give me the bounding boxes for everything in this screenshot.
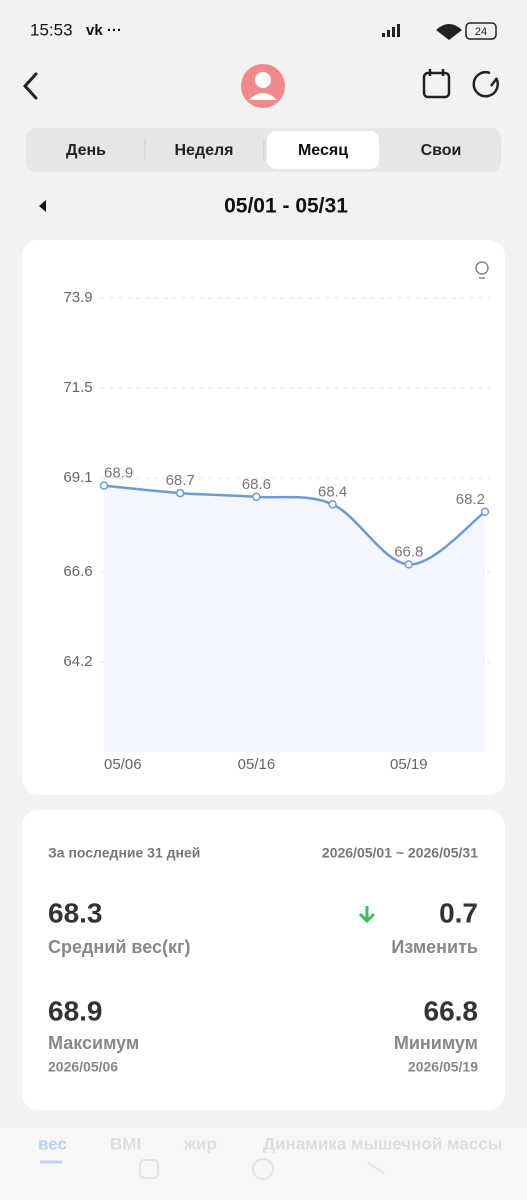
data-label: 68.4 [318, 483, 347, 500]
point [252, 492, 261, 502]
prev-period[interactable] [39, 200, 46, 212]
bottom-tab[interactable]: жир [183, 1134, 217, 1153]
status-signal [382, 24, 462, 40]
max-value: 68.9 [48, 995, 103, 1026]
average-value: 68.3 [48, 897, 103, 928]
tab[interactable]: День [66, 142, 106, 159]
point [480, 507, 490, 517]
data-label: 68.7 [166, 472, 195, 489]
data-label: 68.9 [104, 465, 133, 482]
data-label: 66.8 [394, 543, 423, 560]
battery [465, 22, 497, 40]
summary-card [22, 810, 505, 1110]
battery-level: 24 [475, 26, 487, 38]
y-tick-label: 71.5 [63, 379, 92, 396]
point [328, 500, 337, 509]
back-button[interactable] [22, 72, 38, 100]
change-value: 0.7 [439, 897, 478, 928]
avatar-face [255, 72, 271, 88]
average-label: Средний вес(кг) [48, 937, 191, 957]
min-label: Минимум [394, 1033, 478, 1053]
status-icons: ᴠk ··· [86, 22, 122, 39]
bottom-bar [0, 1128, 527, 1200]
date-range: 05/01 - 05/31 [224, 195, 348, 218]
period-label: За последние 31 дней [48, 845, 200, 861]
x-tick-label: 05/16 [238, 756, 276, 773]
calendar-button[interactable] [422, 69, 451, 99]
plot: 73.9 71.5 69.1 66.6 64.2 05/06 05/16 05/19 68.9 6… [63, 289, 490, 773]
y-tick-label: 73.9 [63, 289, 92, 306]
data-label: 68.6 [242, 476, 271, 493]
change-arrow [358, 906, 376, 924]
bottom-tab[interactable]: BMI [110, 1134, 141, 1153]
min-value: 66.8 [424, 995, 479, 1026]
max-date: 2026/05/06 [48, 1059, 118, 1075]
point [175, 488, 185, 498]
bottom-tab[interactable]: Динамика мышечной массы [263, 1134, 502, 1153]
refresh-button[interactable] [472, 71, 499, 98]
nav-back[interactable] [367, 1162, 385, 1174]
tab[interactable]: Свои [421, 142, 462, 159]
data-label: 68.2 [456, 491, 485, 508]
area [104, 485, 485, 752]
bottom-tab[interactable]: вес [38, 1134, 67, 1153]
y-tick-label: 64.2 [63, 653, 92, 670]
tab-selected [267, 131, 379, 169]
point [99, 481, 109, 490]
hint-button[interactable] [475, 261, 489, 279]
x-tick-label: 05/19 [390, 756, 428, 773]
y-tick-label: 66.6 [63, 563, 92, 580]
point [404, 560, 414, 569]
x-tick-label: 05/06 [104, 756, 142, 773]
period-dates: 2026/05/01 ~ 2026/05/31 [322, 845, 478, 861]
change-label: Изменить [391, 937, 478, 957]
nav-home[interactable] [252, 1158, 274, 1180]
y-tick-label: 69.1 [63, 469, 92, 486]
status-time: 15:53 [30, 20, 73, 39]
tab[interactable]: Месяц [298, 142, 348, 159]
avatar-body [249, 93, 277, 100]
max-label: Максимум [48, 1033, 139, 1053]
nav-recent[interactable] [139, 1159, 159, 1179]
tab[interactable]: Неделя [174, 142, 233, 159]
min-date: 2026/05/19 [408, 1059, 478, 1075]
